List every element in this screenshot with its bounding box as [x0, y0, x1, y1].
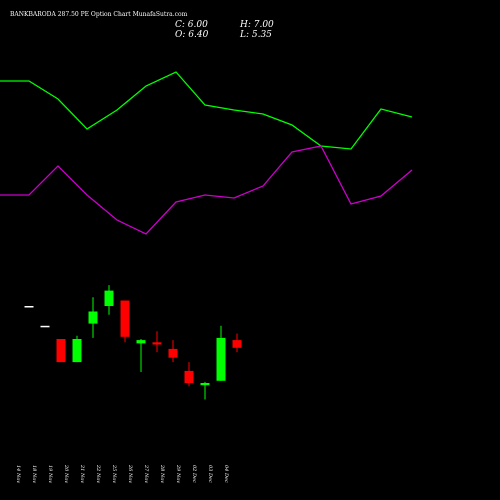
- candle: [120, 300, 130, 343]
- x-tick-label: 27 Nov: [143, 464, 149, 483]
- candle-body: [56, 339, 66, 363]
- candle: [88, 297, 98, 338]
- candle: [56, 339, 66, 363]
- x-tick-label: 04 Dec: [223, 465, 229, 483]
- x-tick-label: 25 Nov: [111, 464, 117, 483]
- x-axis-ticks: 14 Nov 18 Nov 19 Nov 20 Nov 21 Nov 22 Nov 25 N…: [15, 464, 229, 483]
- candle: [200, 381, 210, 400]
- x-tick-label: 29 Nov: [175, 464, 181, 483]
- candle: [24, 306, 34, 308]
- magenta-indicator-line: [0, 145, 413, 235]
- candle-body: [168, 348, 178, 358]
- x-tick-label: 20 Nov: [63, 464, 69, 483]
- x-tick-label: 03 Dec: [207, 465, 213, 483]
- candle: [216, 325, 226, 381]
- x-tick-label: 14 Nov: [15, 465, 21, 483]
- candle-body: [136, 340, 146, 344]
- candle-body: [40, 325, 50, 328]
- candle: [152, 331, 162, 353]
- x-tick-label: 28 Nov: [159, 464, 165, 483]
- candlestick-series: [24, 285, 242, 400]
- candle: [136, 339, 146, 372]
- candle: [168, 340, 178, 363]
- high-value: H: 7.00: [239, 20, 274, 30]
- x-tick-label: 22 Nov: [95, 464, 101, 483]
- candle-body: [88, 311, 98, 324]
- candle-body: [120, 300, 130, 337]
- candle-body: [184, 370, 194, 383]
- candle: [72, 335, 82, 363]
- candle-body: [72, 339, 82, 363]
- candle: [184, 362, 194, 387]
- x-tick-label: 02 Dec: [191, 465, 197, 483]
- candle: [104, 285, 114, 315]
- x-tick-label: 21 Nov: [79, 464, 85, 483]
- candle-body: [216, 337, 226, 381]
- candle-body: [200, 383, 210, 386]
- candle-body: [104, 290, 114, 306]
- close-value: C: 6.00: [175, 20, 208, 30]
- indicator-lines: [0, 71, 413, 235]
- candle-body: [152, 342, 162, 345]
- x-tick-label: 26 Nov: [127, 464, 133, 483]
- candle-body: [24, 306, 34, 308]
- x-tick-label: 18 Nov: [31, 465, 37, 483]
- low-value: L: 5.35: [239, 30, 272, 40]
- candle: [40, 325, 50, 328]
- green-indicator-line: [0, 71, 413, 150]
- candle: [232, 333, 242, 353]
- open-value: O: 6.40: [175, 30, 209, 40]
- x-tick-label: 19 Nov: [47, 465, 53, 483]
- chart-title: BANKBARODA 287.50 PE Option Chart Munafa…: [10, 11, 188, 18]
- candle-body: [232, 340, 242, 348]
